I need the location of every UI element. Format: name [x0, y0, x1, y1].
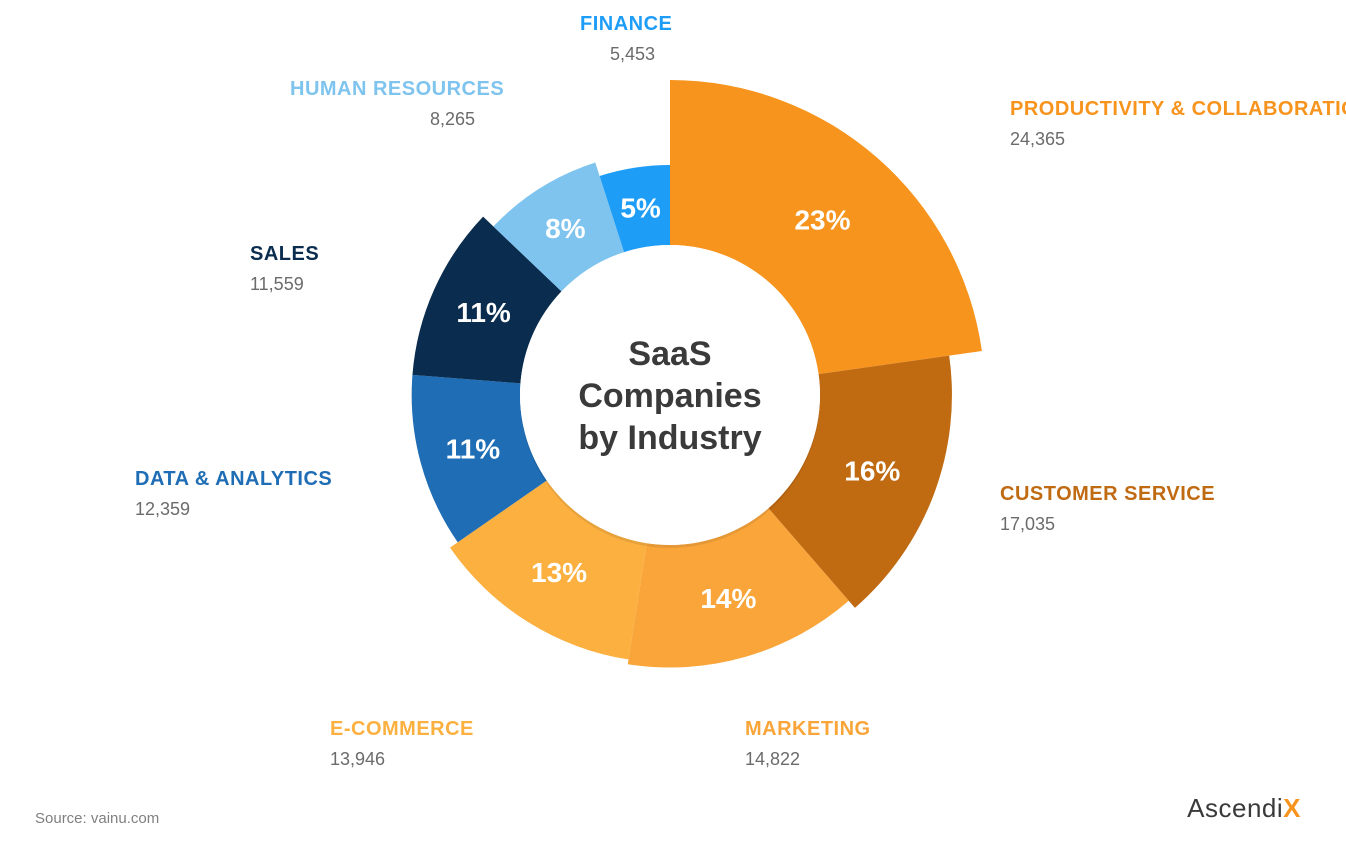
slice-pct-2: 14% — [700, 583, 756, 614]
slice-pct-6: 8% — [545, 213, 586, 244]
center-title-line-0: SaaS — [628, 335, 711, 373]
slice-pct-7: 5% — [620, 192, 661, 223]
label-value-3: 13,946 — [330, 749, 385, 769]
chart-container: 23% 16% 14% 13% 11% 11% 8% 5% SaaS Companies by In… — [0, 0, 1346, 842]
label-name-0: PRODUCTIVITY & COLLABORATION — [1010, 98, 1346, 120]
label-name-7: FINANCE — [580, 13, 672, 35]
donut-chart: 23% 16% 14% 13% 11% 11% 8% 5% SaaS Companies by In… — [0, 0, 1346, 842]
label-name-1: CUSTOMER SERVICE — [1000, 483, 1215, 505]
center-title-line-2: by Industry — [578, 419, 761, 457]
label-name-3: E-COMMERCE — [330, 718, 474, 740]
label-value-5: 11,559 — [250, 274, 304, 294]
label-name-5: SALES — [250, 243, 319, 265]
label-value-6: 8,265 — [430, 109, 475, 129]
brand-text: Ascendi — [1187, 793, 1283, 823]
label-value-1: 17,035 — [1000, 514, 1055, 534]
label-name-2: MARKETING — [745, 718, 871, 740]
slice-pct-5: 11% — [456, 297, 511, 328]
center-title-line-1: Companies — [578, 377, 761, 415]
label-value-7: 5,453 — [610, 44, 655, 64]
label-value-4: 12,359 — [135, 499, 190, 519]
slice-pct-3: 13% — [531, 557, 587, 588]
source-attribution: Source: vainu.com — [35, 810, 159, 827]
slice-pct-1: 16% — [844, 456, 900, 487]
label-value-2: 14,822 — [745, 749, 800, 769]
brand-accent: X — [1283, 793, 1301, 823]
label-value-0: 24,365 — [1010, 129, 1065, 149]
brand-logo: AscendiX — [1187, 793, 1301, 824]
slice-pct-0: 23% — [794, 205, 850, 236]
label-name-6: HUMAN RESOURCES — [290, 78, 504, 100]
label-name-4: DATA & ANALYTICS — [135, 468, 332, 490]
slice-pct-4: 11% — [446, 433, 501, 464]
